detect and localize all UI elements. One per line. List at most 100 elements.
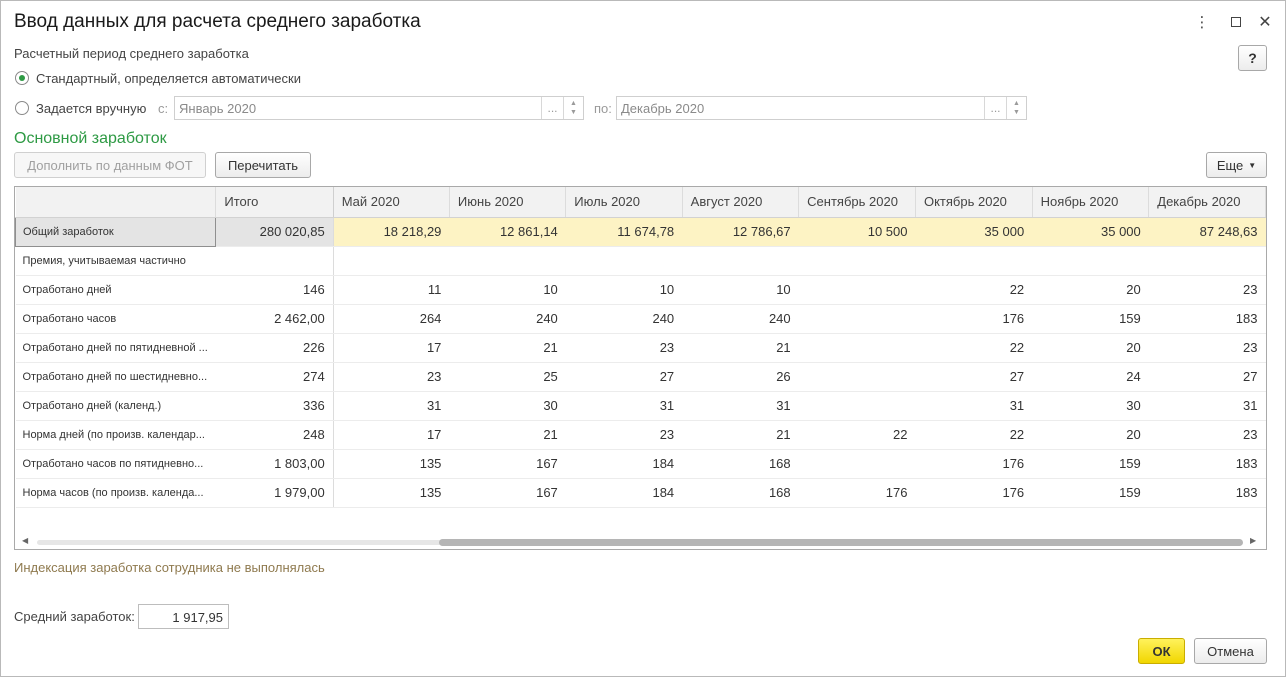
month-cell[interactable]: 21 (682, 333, 799, 363)
month-cell[interactable]: 23 (333, 362, 450, 392)
month-cell[interactable]: 10 (565, 275, 683, 305)
month-cell[interactable]: 20 (1032, 420, 1149, 450)
header-column[interactable]: Октябрь 2020 (915, 187, 1033, 218)
total-cell[interactable]: 280 020,85 (215, 217, 334, 247)
fill-from-payroll-button[interactable]: Дополнить по данным ФОТ (14, 152, 206, 178)
average-earnings-field[interactable]: 1 917,95 (138, 604, 229, 629)
row-name-cell[interactable]: Отработано часов (15, 304, 216, 334)
month-cell[interactable]: 22 (915, 275, 1033, 305)
month-cell[interactable]: 18 218,29 (333, 217, 450, 247)
month-cell[interactable]: 10 500 (798, 217, 916, 247)
period-to-input[interactable]: Декабрь 2020 ... ▲ ▼ (616, 96, 1027, 120)
month-cell[interactable]: 264 (333, 304, 450, 334)
select-from-button[interactable]: ... (541, 97, 563, 119)
ok-button[interactable]: ОК (1138, 638, 1185, 664)
month-cell[interactable]: 27 (1148, 362, 1266, 392)
from-spinner-icon[interactable]: ▲ ▼ (563, 97, 583, 119)
month-cell[interactable]: 183 (1148, 304, 1266, 334)
table-row[interactable]: Отработано дней по пятидневной ... 226 17 2… (15, 333, 1266, 363)
total-cell[interactable]: 146 (215, 275, 334, 305)
month-cell[interactable]: 168 (682, 478, 799, 508)
month-cell[interactable]: 30 (1032, 391, 1149, 421)
month-cell[interactable] (333, 246, 450, 276)
month-cell[interactable] (565, 246, 683, 276)
scroll-thumb[interactable] (439, 539, 1243, 546)
header-column[interactable]: Итого (215, 187, 334, 218)
month-cell[interactable]: 25 (449, 362, 566, 392)
month-cell[interactable] (798, 449, 916, 479)
total-cell[interactable]: 248 (215, 420, 334, 450)
month-cell[interactable]: 24 (1032, 362, 1149, 392)
table-row[interactable]: Премия, учитываемая частично (15, 246, 1266, 276)
row-name-cell[interactable]: Премия, учитываемая частично (15, 246, 216, 276)
month-cell[interactable]: 184 (565, 449, 683, 479)
period-from-input[interactable]: Январь 2020 ... ▲ ▼ (174, 96, 584, 120)
month-cell[interactable]: 23 (1148, 420, 1266, 450)
row-name-cell[interactable]: Отработано часов по пятидневно... (15, 449, 216, 479)
month-cell[interactable]: 167 (449, 449, 566, 479)
total-cell[interactable]: 1 979,00 (215, 478, 334, 508)
header-column[interactable]: Сентябрь 2020 (798, 187, 916, 218)
month-cell[interactable]: 183 (1148, 449, 1266, 479)
month-cell[interactable]: 12 861,14 (449, 217, 566, 247)
month-cell[interactable]: 10 (682, 275, 799, 305)
select-to-button[interactable]: ... (984, 97, 1006, 119)
month-cell[interactable] (798, 333, 916, 363)
month-cell[interactable] (798, 275, 916, 305)
row-name-cell[interactable]: Норма дней (по произв. календар... (15, 420, 216, 450)
month-cell[interactable]: 167 (449, 478, 566, 508)
month-cell[interactable]: 27 (915, 362, 1033, 392)
row-name-cell[interactable]: Отработано дней по шестидневно... (15, 362, 216, 392)
month-cell[interactable]: 31 (1148, 391, 1266, 421)
month-cell[interactable]: 135 (333, 449, 450, 479)
month-cell[interactable]: 35 000 (1032, 217, 1149, 247)
month-cell[interactable]: 23 (1148, 275, 1266, 305)
month-cell[interactable] (1032, 246, 1149, 276)
month-cell[interactable]: 184 (565, 478, 683, 508)
month-cell[interactable]: 11 (333, 275, 450, 305)
scroll-right-icon[interactable]: ▶ (1250, 536, 1257, 545)
header-column[interactable]: Май 2020 (333, 187, 450, 218)
month-cell[interactable]: 176 (915, 449, 1033, 479)
table-row[interactable]: Отработано дней по шестидневно... 274 23 25… (15, 362, 1266, 392)
horizontal-scrollbar[interactable]: ◀ ▶ (15, 535, 1266, 549)
reread-button[interactable]: Перечитать (215, 152, 311, 178)
radio-auto[interactable] (15, 71, 29, 85)
month-cell[interactable]: 176 (798, 478, 916, 508)
header-column[interactable]: Декабрь 2020 (1148, 187, 1266, 218)
earnings-grid[interactable]: Итого Май 2020 Июнь 2020 Июль 2020 Август 20… (14, 186, 1267, 550)
more-actions-icon[interactable]: ⋮ (1194, 14, 1210, 31)
table-row[interactable]: Норма дней (по произв. календар... 248 17 2… (15, 420, 1266, 450)
cancel-button[interactable]: Отмена (1194, 638, 1267, 664)
month-cell[interactable] (798, 362, 916, 392)
month-cell[interactable]: 35 000 (915, 217, 1033, 247)
month-cell[interactable]: 159 (1032, 478, 1149, 508)
month-cell[interactable]: 240 (565, 304, 683, 334)
header-column[interactable]: Июль 2020 (565, 187, 683, 218)
month-cell[interactable]: 17 (333, 333, 450, 363)
row-name-cell[interactable]: Отработано дней по пятидневной ... (15, 333, 216, 363)
table-row[interactable]: Отработано дней 146 11 10 10 10 22 20 23 (15, 275, 1266, 305)
header-name-column[interactable] (15, 187, 217, 218)
month-cell[interactable] (798, 391, 916, 421)
total-cell[interactable]: 274 (215, 362, 334, 392)
total-cell[interactable] (215, 246, 334, 276)
month-cell[interactable] (798, 304, 916, 334)
month-cell[interactable]: 135 (333, 478, 450, 508)
header-column[interactable]: Июнь 2020 (449, 187, 567, 218)
total-cell[interactable]: 1 803,00 (215, 449, 334, 479)
table-row[interactable]: Отработано часов по пятидневно... 1 803,0… (15, 449, 1266, 479)
close-icon[interactable]: ✕ (1258, 14, 1272, 31)
more-button[interactable]: Еще ▼ (1206, 152, 1267, 178)
month-cell[interactable]: 22 (915, 420, 1033, 450)
month-cell[interactable] (915, 246, 1033, 276)
month-cell[interactable]: 20 (1032, 333, 1149, 363)
month-cell[interactable]: 176 (915, 304, 1033, 334)
header-column[interactable]: Август 2020 (682, 187, 800, 218)
month-cell[interactable]: 240 (449, 304, 566, 334)
row-name-cell[interactable]: Отработано дней (календ.) (15, 391, 216, 421)
month-cell[interactable]: 20 (1032, 275, 1149, 305)
header-column[interactable]: Ноябрь 2020 (1032, 187, 1150, 218)
row-name-cell[interactable]: Общий заработок (15, 216, 217, 247)
month-cell[interactable]: 176 (915, 478, 1033, 508)
